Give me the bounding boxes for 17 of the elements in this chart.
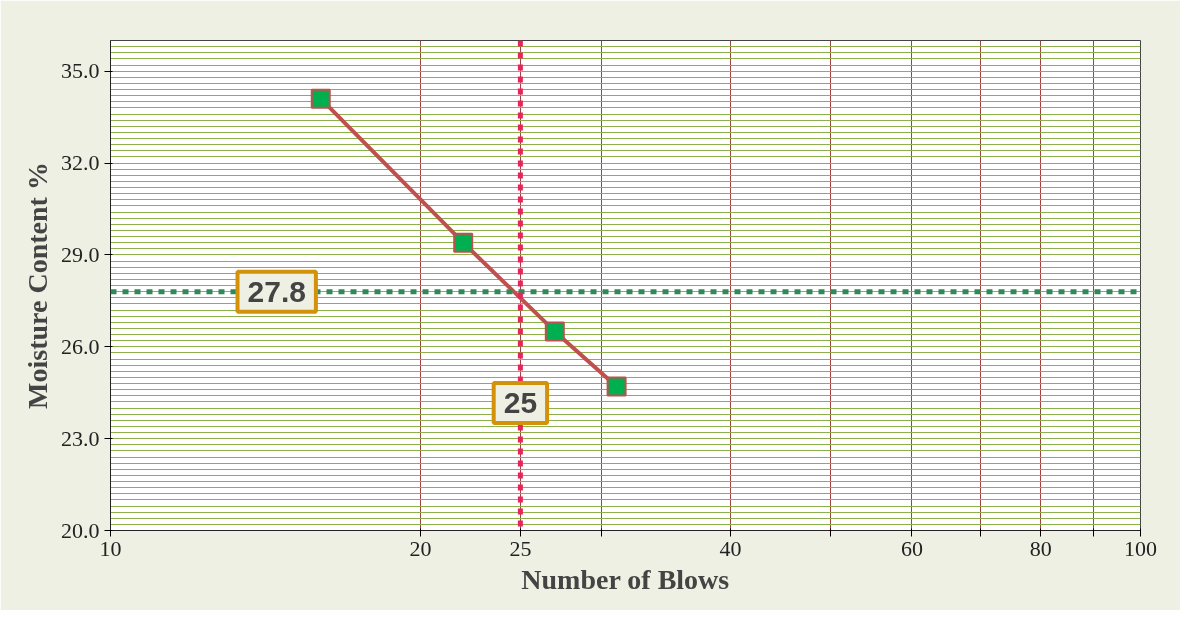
y-tick-label: 20.0	[61, 517, 100, 543]
x-tick-label: 25	[509, 535, 532, 561]
ref-line-label: 25	[503, 386, 538, 420]
y-axis-title: Moisture Content %	[22, 162, 53, 409]
x-axis-title: Number of Blows	[521, 563, 730, 595]
ref-line-label: 27.8	[247, 274, 306, 308]
x-tick-label: 100	[1124, 535, 1157, 561]
y-tick-label: 23.0	[61, 425, 100, 451]
y-tick-label: 32.0	[61, 150, 100, 175]
y-tick-label: 26.0	[61, 333, 100, 359]
x-tick-label: 80	[1029, 535, 1052, 561]
y-tick-label: 35.0	[61, 58, 100, 84]
y-tick-label: 29.0	[61, 241, 100, 267]
x-tick-label: 10	[99, 535, 122, 561]
x-tick-label: 60	[901, 535, 923, 561]
x-tick-label: 20	[409, 535, 432, 561]
x-tick-label: 40	[719, 535, 742, 561]
